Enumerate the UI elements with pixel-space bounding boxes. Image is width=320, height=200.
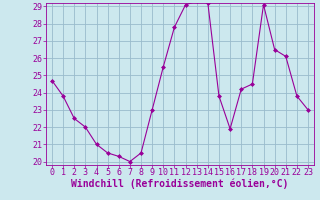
X-axis label: Windchill (Refroidissement éolien,°C): Windchill (Refroidissement éolien,°C) <box>71 179 289 189</box>
